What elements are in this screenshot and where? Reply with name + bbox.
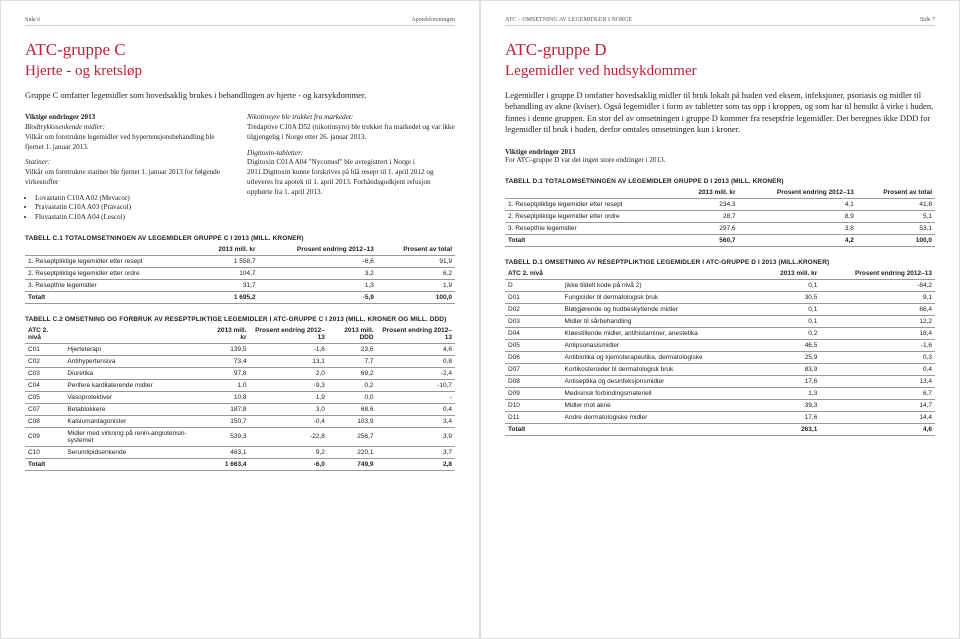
table-d2-title: TABELL D.1 OMSETNING AV RESEPTPLIKTIGE L… (505, 259, 935, 266)
bp-title: Blodtrykkssenkende midler: (25, 123, 105, 131)
th: Prosent av total (377, 244, 455, 256)
intro-c: Gruppe C omfatter legemidler som hovedsa… (25, 90, 455, 101)
nik-text: Tredaptive C10A D52 (nikotinsyre) ble tr… (247, 123, 455, 141)
table-c2-title: TABELL C.2 OMSETNING OG FORBRUK AV RESEP… (25, 316, 455, 323)
subheading-atc-c: Hjerte - og kretsløp (25, 63, 455, 80)
table-row: D03Midler til sårbehandling0,112,2 (505, 315, 935, 327)
th: Prosent endring 2012–13 (377, 325, 455, 344)
dig-title: Digitoxin-tabletter: (247, 149, 303, 157)
doc-title: ATC – OMSETNING AV LEGEMIDLER I NORGE (505, 17, 632, 23)
th: Prosent endring 2012–13 (250, 325, 328, 344)
table-d1-title: TABELL D.1 TOTALOMSETNINGEN AV LEGEMIDLE… (505, 178, 935, 185)
two-col-text: Viktige endringer 2013 Blodtrykkssenkend… (25, 113, 455, 222)
table-row: C09Midler med virkning på renin-angioten… (25, 427, 455, 446)
table-row: D11Andre dermatologiske midler17,614,4 (505, 411, 935, 423)
table-row: D06Antibiotika og kjemoterapeutika, derm… (505, 351, 935, 363)
page-header-right: ATC – OMSETNING AV LEGEMIDLER I NORGE Si… (505, 17, 935, 26)
th: 2013 mill. kr (208, 325, 249, 344)
table-row: 3. Reseptfrie legemidler297,63,853,1 (505, 222, 935, 234)
table-d2: ATC 2. nivå 2013 mill. kr Prosent endrin… (505, 268, 935, 436)
table-row-total: Totalt 263,1 4,6 (505, 423, 935, 435)
th (25, 244, 197, 256)
table-d1: 2013 mill. kr Prosent endring 2012–13 Pr… (505, 187, 935, 247)
table-row: C08Kalsiumantagonister150,7-0,4103,93,4 (25, 415, 455, 427)
table-c2: ATC 2. nivå 2013 mill. kr Prosent endrin… (25, 325, 455, 471)
th (64, 325, 208, 344)
th: 2013 mill. kr (197, 244, 259, 256)
list-item: Pravastatin C10A A03 (Pravacol) (35, 203, 233, 213)
table-row-total: Totalt 560,7 4,2 100,0 (505, 234, 935, 246)
col-right: Nikotinsyre ble trukket fra markedet: Tr… (247, 113, 455, 222)
list-item: Lovastatin C10A A02 (Mevacor) (35, 194, 233, 204)
table-row: 1. Reseptpliktige legemidler etter resep… (25, 255, 455, 267)
table-row: D01Fungicider til dermatologisk bruk30,5… (505, 291, 935, 303)
th: Prosent endring 2012–13 (259, 244, 377, 256)
stat-text: Vilkår om foretrukne statiner ble fjerne… (25, 168, 220, 186)
org-name: Apotekforeningen (411, 17, 455, 23)
page-number: Side 6 (25, 17, 40, 23)
dig-text: Digitoxin C01A A04 "Nycomed" ble avregis… (247, 158, 434, 195)
col-left: Viktige endringer 2013 Blodtrykkssenkend… (25, 113, 233, 222)
page-right: ATC – OMSETNING AV LEGEMIDLER I NORGE Si… (480, 0, 960, 639)
table-row: 3. Reseptfrie legemidler31,71,31,9 (25, 279, 455, 291)
table-row: D05Antipsoriasismidler46,5-1,6 (505, 339, 935, 351)
th (505, 187, 677, 199)
changes-d-title: Viktige endringer 2013 (505, 148, 575, 156)
table-row: D02Bløtgjørende og hudbeskyttende midler… (505, 303, 935, 315)
table-row-total: Totalt 1 663,4 -6,0 749,9 2,8 (25, 458, 455, 470)
changes-d-text: For ATC-gruppe D var det ingen store end… (505, 156, 666, 164)
table-row: 2. Reseptpliktige legemidler etter ordre… (25, 267, 455, 279)
stat-title: Statiner: (25, 158, 50, 166)
th: Prosent endring 2012–13 (739, 187, 857, 199)
table-row: C03Diuretika97,82,069,2-2,4 (25, 367, 455, 379)
table-c1-title: TABELL C.1 TOTALOMSETNINGEN AV LEGEMIDLE… (25, 235, 455, 242)
th (562, 268, 761, 280)
page-header-left: Side 6 Apotekforeningen (25, 17, 455, 26)
table-row: C01Hjerteterapi139,5-1,623,64,6 (25, 343, 455, 355)
table-row: D08Antiseptika og desinfeksjonsmidler17,… (505, 375, 935, 387)
th: Prosent endring 2012–13 (820, 268, 935, 280)
th: 2013 mill. kr (677, 187, 739, 199)
table-row: 2. Reseptpliktige legemidler etter ordre… (505, 210, 935, 222)
intro-d: Legemidler i gruppe D omfatter hovedsakl… (505, 90, 935, 136)
heading-atc-c: ATC-gruppe C (25, 40, 455, 60)
page-number: Side 7 (920, 17, 935, 23)
heading-atc-d: ATC-gruppe D (505, 40, 935, 60)
table-row: D10Midler mot akne39,314,7 (505, 399, 935, 411)
th: Prosent av total (857, 187, 935, 199)
table-row-total: Totalt 1 695,2 -5,9 100,0 (25, 291, 455, 303)
th: 2013 mill. kr (761, 268, 821, 280)
list-item: Fluvastatin C10A A04 (Lescol) (35, 213, 233, 223)
th: ATC 2. nivå (505, 268, 562, 280)
page-left: Side 6 Apotekforeningen ATC-gruppe C Hje… (0, 0, 480, 639)
table-row: D04Kløestillende midler, antihistaminer,… (505, 327, 935, 339)
nik-title: Nikotinsyre ble trukket fra markedet: (247, 113, 353, 121)
table-row: C07Betablokkere187,83,068,60,4 (25, 403, 455, 415)
statin-list: Lovastatin C10A A02 (Mevacor) Pravastati… (25, 194, 233, 223)
table-row: C05Vasoprotektiver10,81,90,0- (25, 391, 455, 403)
table-c1: 2013 mill. kr Prosent endring 2012–13 Pr… (25, 244, 455, 304)
bp-text: Vilkår om foretrukne legemidler ved hype… (25, 133, 215, 151)
table-row: C10Serumlipidsenkende463,19,2220,13,7 (25, 446, 455, 458)
th: ATC 2. nivå (25, 325, 64, 344)
table-row: C02Antihypertensiva73,413,17,70,8 (25, 355, 455, 367)
changes-title: Viktige endringer 2013 (25, 113, 95, 121)
th: 2013 mill. DDD (328, 325, 377, 344)
table-row: D09Medisinsk forbindingsmateriell1,36,7 (505, 387, 935, 399)
table-row: D(ikke tildelt kode på nivå 2)0,1-64,2 (505, 279, 935, 291)
subheading-atc-d: Legemidler ved hudsykdommer (505, 63, 935, 80)
table-row: 1. Reseptpliktige legemidler etter resep… (505, 198, 935, 210)
table-row: D07Kortikosteroider til dermatologisk br… (505, 363, 935, 375)
table-row: C04Perifere kardilaterende midler1,0-9,3… (25, 379, 455, 391)
